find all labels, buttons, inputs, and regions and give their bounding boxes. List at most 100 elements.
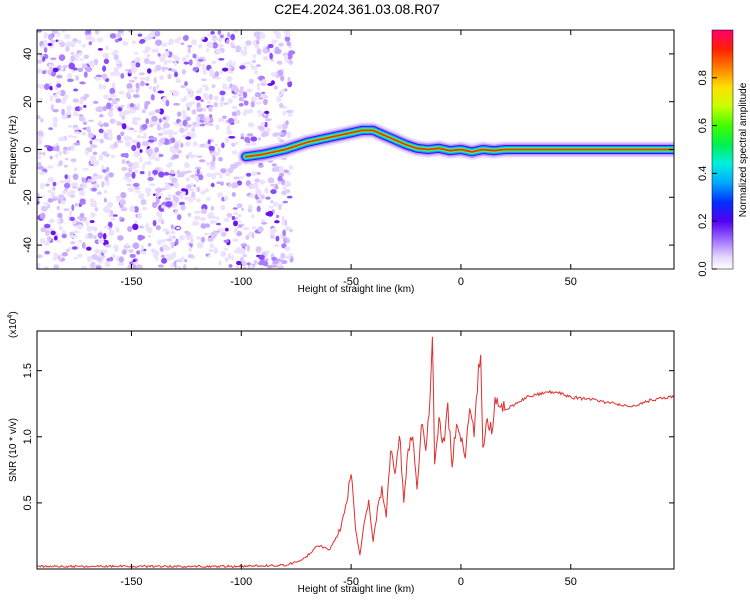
noise-speckle [140, 244, 144, 252]
noise-speckle [102, 52, 110, 59]
noise-speckle [143, 57, 150, 65]
noise-speckle [232, 207, 238, 210]
noise-speckle [203, 232, 210, 236]
noise-speckle [107, 97, 113, 101]
noise-speckle [86, 225, 92, 232]
noise-speckle [90, 261, 96, 269]
colorbar-ticks: 0.0 0.2 0.4 0.6 0.8 [697, 70, 717, 277]
noise-speckle [275, 74, 280, 79]
noise-speckle [37, 115, 41, 120]
noise-speckle [129, 253, 136, 258]
noise-speckle [288, 165, 294, 170]
noise-speckle [133, 206, 139, 213]
noise-speckle [262, 260, 269, 267]
noise-speckle [157, 239, 162, 246]
noise-speckle [186, 106, 191, 111]
noise-speckle [170, 169, 175, 175]
noise-speckle [206, 48, 210, 53]
noise-speckle [251, 65, 258, 70]
noise-speckle [144, 103, 148, 110]
noise-speckle [59, 41, 65, 48]
noise-speckle [156, 83, 160, 90]
noise-speckle [274, 186, 279, 189]
noise-speckle [106, 102, 112, 110]
noise-speckle [279, 102, 284, 109]
noise-speckle [79, 98, 84, 105]
noise-speckle [210, 215, 217, 219]
noise-speckle [257, 137, 262, 141]
noise-speckle [80, 265, 88, 269]
noise-speckle [282, 229, 286, 237]
noise-speckle [276, 214, 280, 218]
noise-speckle [74, 202, 79, 207]
noise-speckle [113, 49, 119, 54]
noise-speckle [180, 98, 185, 102]
noise-speckle [245, 235, 250, 240]
noise-speckle [158, 171, 165, 178]
noise-speckle [56, 74, 63, 79]
noise-speckle [224, 195, 229, 202]
noise-speckle [266, 264, 274, 269]
noise-speckle [52, 109, 59, 113]
noise-speckle [50, 57, 57, 61]
noise-speckle [231, 192, 236, 197]
noise-speckle [283, 30, 291, 35]
noise-speckle [131, 60, 136, 64]
noise-speckle [139, 149, 143, 153]
noise-speckle [227, 98, 233, 104]
noise-speckle [251, 226, 257, 230]
noise-speckle [211, 152, 216, 155]
noise-speckle [67, 78, 74, 83]
noise-speckle [201, 36, 205, 40]
noise-speckle [169, 89, 175, 94]
colorbar: 0.0 0.2 0.4 0.6 0.8 Normalized spectral ampl… [697, 29, 749, 277]
noise-speckle [103, 132, 109, 139]
noise-speckle [111, 82, 116, 89]
noise-speckle [106, 201, 114, 208]
noise-speckle [131, 171, 136, 179]
noise-speckle [173, 55, 179, 60]
noise-speckle [125, 141, 132, 147]
noise-speckle [42, 70, 46, 75]
noise-speckle [147, 243, 152, 247]
noise-speckle [276, 124, 284, 130]
noise-speckle [174, 143, 180, 150]
noise-speckle [216, 181, 221, 184]
noise-speckle [185, 170, 192, 174]
noise-speckle [265, 258, 269, 261]
noise-speckle [141, 141, 147, 147]
noise-speckle [166, 163, 172, 168]
noise-speckle [98, 128, 104, 134]
noise-speckle [125, 68, 129, 72]
noise-speckle [203, 117, 207, 123]
noise-speckle [112, 253, 116, 259]
noise-speckle [104, 175, 109, 182]
noise-speckle [246, 88, 253, 93]
noise-speckle [217, 117, 225, 123]
noise-speckle [147, 176, 154, 181]
noise-speckle [288, 59, 293, 65]
noise-speckle [63, 208, 70, 212]
noise-speckle [226, 125, 231, 132]
noise-speckle [64, 157, 69, 161]
noise-speckle [81, 216, 88, 222]
noise-speckle [246, 133, 254, 137]
noise-speckle [270, 229, 275, 236]
noise-speckle [242, 266, 247, 269]
noise-speckle [89, 220, 95, 224]
noise-speckle [233, 212, 238, 215]
noise-speckle [73, 256, 79, 260]
noise-speckle [259, 179, 266, 185]
noise-speckle [132, 182, 140, 188]
noise-speckle [185, 54, 189, 58]
noise-speckle [162, 122, 170, 129]
noise-speckle [141, 109, 146, 114]
noise-speckle [137, 102, 140, 110]
noise-speckle [86, 126, 91, 133]
noise-speckle [173, 260, 177, 267]
noise-speckle [50, 191, 55, 198]
noise-speckle [217, 30, 222, 36]
noise-speckle [168, 235, 172, 240]
noise-speckle [129, 261, 135, 265]
noise-speckle [47, 42, 53, 47]
